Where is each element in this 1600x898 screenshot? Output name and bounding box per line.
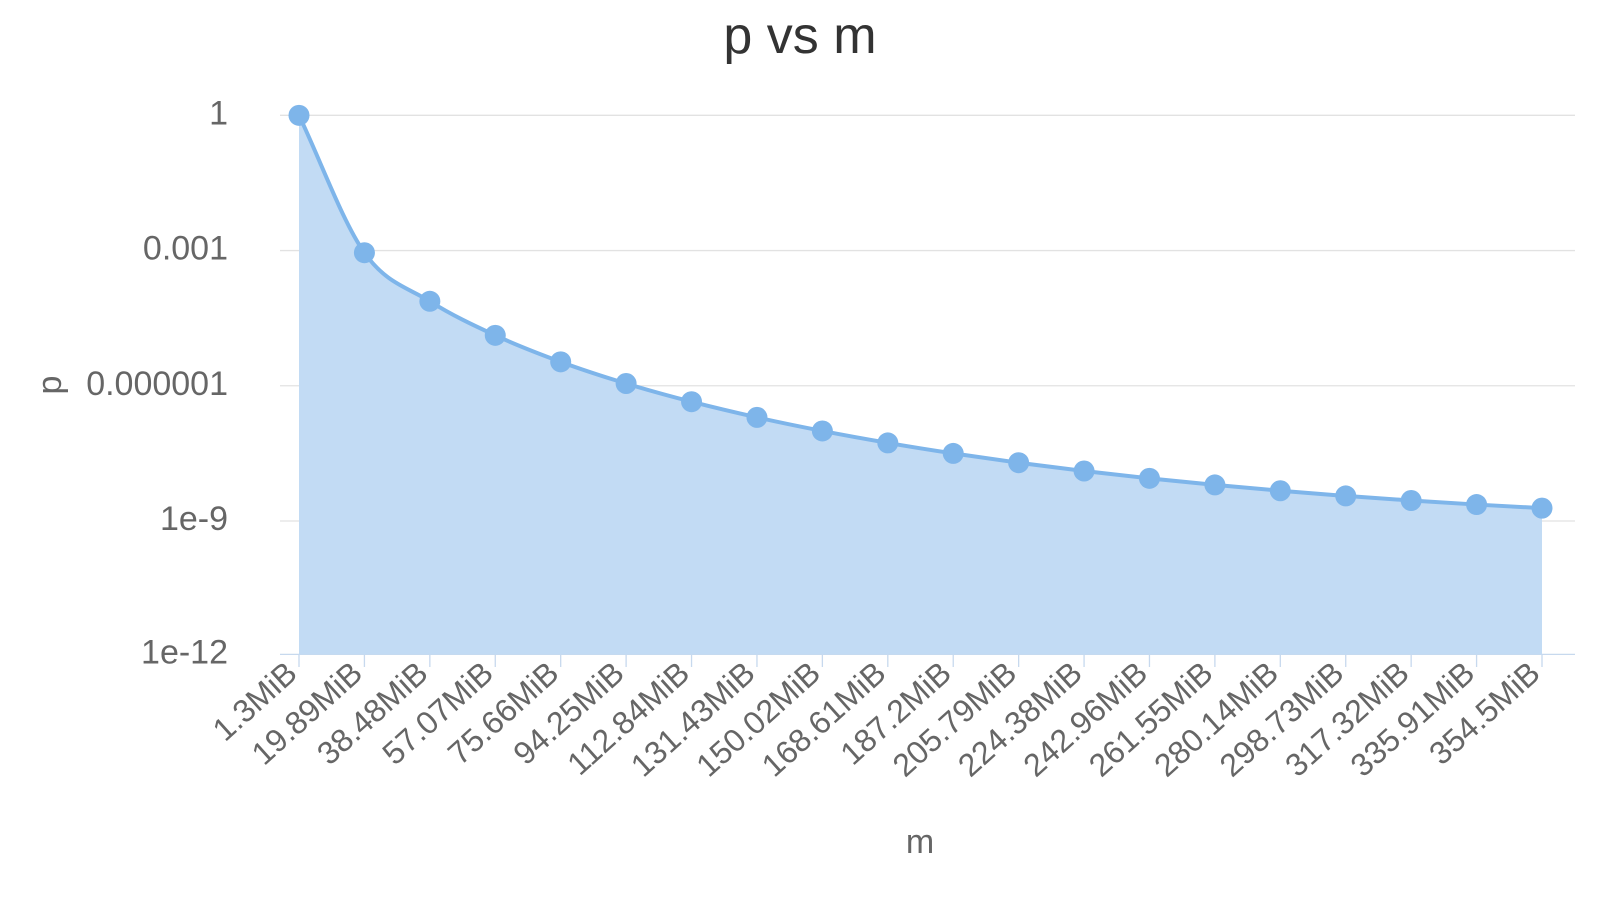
svg-text:0.000001: 0.000001: [86, 365, 228, 403]
svg-text:p: p: [31, 376, 69, 395]
svg-text:1: 1: [209, 94, 228, 132]
svg-text:p vs m: p vs m: [723, 7, 876, 65]
svg-text:0.001: 0.001: [143, 230, 228, 268]
svg-text:m: m: [906, 823, 934, 861]
svg-text:1e-9: 1e-9: [160, 500, 228, 538]
svg-text:1e-12: 1e-12: [141, 633, 228, 671]
